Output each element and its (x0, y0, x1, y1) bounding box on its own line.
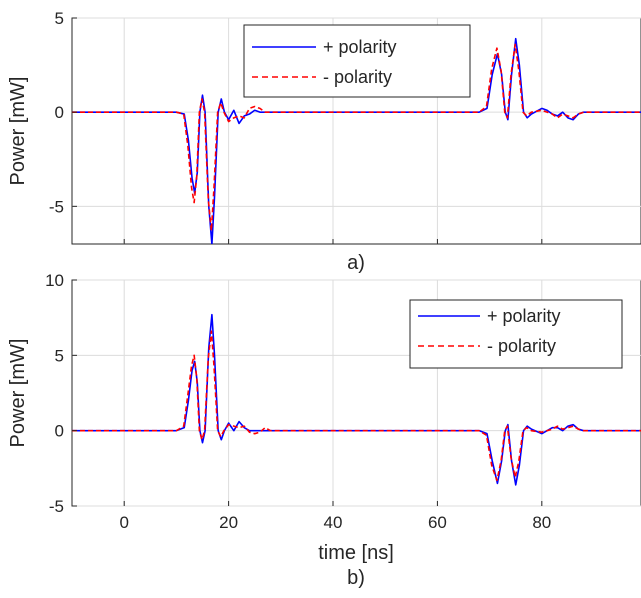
ticks-b: 0 20 40 60 80 -5 0 5 10 (45, 271, 551, 532)
series-a (72, 37, 641, 244)
tick-label-x: 0 (119, 513, 128, 532)
panel-a: -5 0 5 Power [mW] a) + polarity - polarity (7, 9, 641, 274)
series-line-minus-polarity (72, 43, 641, 232)
legend-label-plus-a: + polarity (323, 37, 397, 57)
legend-a: + polarity - polarity (243, 24, 471, 98)
panel-label-b: b) (347, 567, 365, 589)
tick-label-x: 40 (324, 513, 343, 532)
tick-label-y: 5 (55, 9, 64, 28)
legend-label-minus-a: - polarity (323, 67, 392, 87)
ylabel-b: Power [mW] (7, 339, 29, 448)
legend-b: + polarity - polarity (409, 299, 623, 369)
panel-label-a: a) (347, 252, 365, 274)
tick-label-y: 0 (55, 103, 64, 122)
series-b (72, 313, 641, 486)
ylabel-a: Power [mW] (7, 77, 29, 186)
legend-box-b (409, 299, 623, 369)
series-line-plus-polarity (72, 37, 641, 244)
legend-label-plus-b: + polarity (487, 306, 561, 326)
legend-box-a (243, 24, 471, 98)
tick-label-y: -5 (49, 197, 64, 216)
series-line-minus-polarity (72, 330, 641, 482)
tick-label-y: -5 (49, 497, 64, 516)
tick-label-x: 80 (532, 513, 551, 532)
tick-label-y: 0 (55, 422, 64, 441)
tick-label-x: 60 (428, 513, 447, 532)
xlabel-b: time [ns] (318, 542, 394, 564)
tick-label-x: 20 (219, 513, 238, 532)
tick-label-y: 5 (55, 346, 64, 365)
legend-label-minus-b: - polarity (487, 336, 556, 356)
ticks-a: -5 0 5 (49, 9, 543, 244)
tick-label-y: 10 (45, 271, 64, 290)
